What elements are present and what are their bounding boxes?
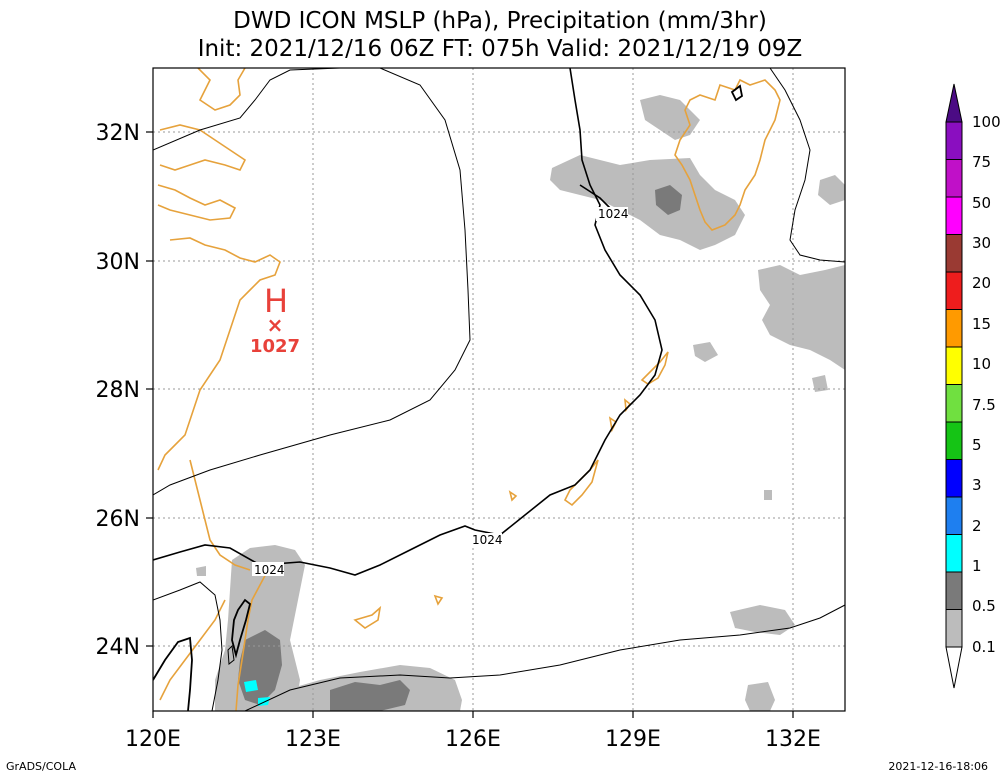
isobar-label-1024-west: 1024 xyxy=(254,563,285,577)
precip-area-east-small xyxy=(693,342,718,362)
coastline-kyushu xyxy=(674,78,781,231)
coastline-zhejiang xyxy=(157,237,281,471)
colorbar-label: 7.5 xyxy=(972,396,996,414)
colorbar-label: 1 xyxy=(972,557,982,575)
isobar-south xyxy=(244,604,845,711)
lon-tick-label: 132E xyxy=(765,727,821,752)
coastline-taiwan xyxy=(235,569,269,711)
precip-area-east xyxy=(758,265,845,370)
colorbar-label: 100 xyxy=(972,113,1000,131)
colorbar-cell xyxy=(945,571,963,610)
lon-tick-label: 120E xyxy=(125,727,181,752)
isobar-taiwan-loop xyxy=(231,598,252,659)
high-pressure-symbol: H xyxy=(264,282,288,320)
high-pressure-marker: × xyxy=(267,313,284,337)
colorbar-label: 10 xyxy=(972,355,991,373)
lat-tick-label: 30N xyxy=(96,250,140,275)
isobar-outer-north xyxy=(153,68,471,496)
precip-area-east-china-sea xyxy=(550,155,745,250)
axis-tick-marks xyxy=(146,131,794,718)
lat-tick-label: 32N xyxy=(96,121,140,146)
colorbar-cell xyxy=(945,309,963,348)
coastlines xyxy=(157,68,781,711)
coastline-china-yangtze xyxy=(159,124,247,171)
isobar-small-loop xyxy=(227,644,235,665)
high-pressure-center: H × 1027 xyxy=(250,282,300,357)
isobar-taiwan-west xyxy=(153,581,223,711)
colorbar-cell xyxy=(945,196,963,235)
colorbar-label: 5 xyxy=(972,436,982,454)
isobar-kyushu-loop xyxy=(730,84,744,102)
precip-dark-patch-1 xyxy=(655,185,682,215)
precip-area-se-2 xyxy=(745,682,775,711)
colorbar-cell xyxy=(945,234,963,273)
colorbar-cell xyxy=(945,121,963,160)
lat-tick-label: 24N xyxy=(96,635,140,660)
lat-tick-label: 28N xyxy=(96,378,140,403)
coastline-china-north xyxy=(197,68,246,111)
coastline-fujian-south xyxy=(159,599,226,701)
isobar-label-1024-center: 1024 xyxy=(472,533,503,547)
colorbar-label: 2 xyxy=(972,517,982,535)
colorbar-label: 0.5 xyxy=(972,597,996,615)
precip-area-se xyxy=(730,605,795,635)
colorbar-cell xyxy=(945,534,963,573)
precip-spot-1 xyxy=(196,566,206,576)
colorbar-cell xyxy=(945,496,963,535)
precip-area-east-small-2 xyxy=(812,375,828,392)
colorbar-label: 50 xyxy=(972,194,991,212)
lon-tick-label: 123E xyxy=(285,727,341,752)
precip-area-taiwan xyxy=(215,545,305,711)
precip-spot-2 xyxy=(764,490,772,500)
colorbar-cell xyxy=(945,459,963,498)
coastline-islet-2 xyxy=(353,605,382,629)
colorbar-cell xyxy=(945,271,963,310)
coastline-islet-1 xyxy=(508,490,518,502)
colorbar-cell xyxy=(945,159,963,198)
colorbar-label: 0.1 xyxy=(972,638,996,656)
colorbar-bottom-triangle xyxy=(945,646,963,689)
isobar-1024-north-segment xyxy=(579,184,611,209)
colorbar-label: 30 xyxy=(972,234,991,252)
footer-timestamp: 2021-12-16-18:06 xyxy=(888,760,988,773)
coastline-fujian xyxy=(189,459,251,571)
lat-tick-label: 26N xyxy=(96,507,140,532)
colorbar-cell xyxy=(945,346,963,385)
map-title-line2: Init: 2021/12/16 06Z FT: 075h Valid: 202… xyxy=(197,36,803,62)
precip-cyan-patch xyxy=(244,680,258,692)
isobar-taiwan-inner xyxy=(153,636,193,711)
precip-dark-south xyxy=(330,680,410,711)
latitude-labels: 32N 30N 28N 26N 24N xyxy=(96,121,140,660)
colorbar: 100 75 50 30 20 15 10 7.5 5 3 2 1 0.5 0.… xyxy=(945,83,1000,689)
colorbar-label: 15 xyxy=(972,315,991,333)
colorbar-top-triangle xyxy=(945,83,963,123)
lon-tick-label: 129E xyxy=(605,727,661,752)
isobar-label-1024-north: 1024 xyxy=(598,207,629,221)
colorbar-cell xyxy=(945,384,963,423)
longitude-labels: 120E 123E 126E 129E 132E xyxy=(125,727,821,752)
coastline-china-bay xyxy=(157,184,237,221)
grid-lines xyxy=(153,68,845,711)
map-title-line1: DWD ICON MSLP (hPa), Precipitation (mm/3… xyxy=(233,8,767,34)
high-pressure-value: 1027 xyxy=(250,336,300,357)
colorbar-cell xyxy=(945,609,963,648)
precip-area-north-small xyxy=(818,175,845,205)
colorbar-label: 75 xyxy=(972,153,991,171)
precipitation-layer xyxy=(196,95,845,711)
lon-tick-label: 126E xyxy=(445,727,501,752)
footer-credit: GrADS/COLA xyxy=(6,760,76,773)
colorbar-cell xyxy=(945,421,963,460)
coastline-islet-3 xyxy=(433,594,444,606)
precip-area-north xyxy=(640,95,700,140)
colorbar-label: 20 xyxy=(972,274,991,292)
isobar-labels: 1024 1024 1024 xyxy=(252,207,629,577)
colorbar-label: 3 xyxy=(972,476,982,494)
isobar-outer-east xyxy=(769,68,845,263)
